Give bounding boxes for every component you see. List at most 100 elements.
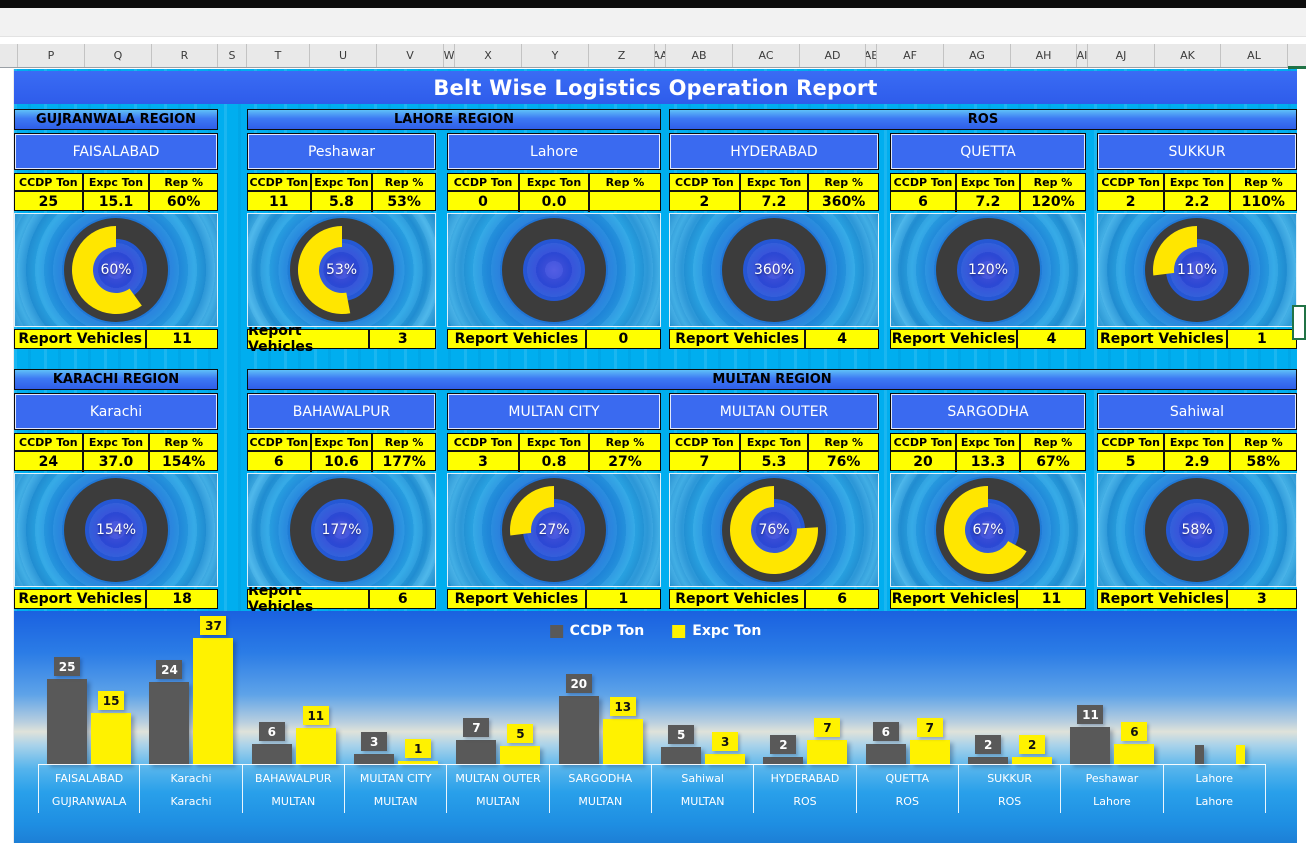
rep-value[interactable]: 60% — [166, 194, 201, 210]
ccdp-value[interactable]: 6 — [248, 452, 312, 472]
ccdp-value[interactable]: 24 — [15, 452, 84, 472]
ccdp-value[interactable]: 7 — [670, 452, 741, 472]
expc-value[interactable]: 10.6 — [312, 452, 374, 472]
column-header-AA[interactable]: AA — [655, 44, 666, 67]
gray-bar[interactable] — [251, 744, 292, 764]
donut-gauge[interactable]: 27% — [447, 473, 661, 587]
expc-value[interactable]: 13.3 — [957, 452, 1021, 472]
column-header-AK[interactable]: AK — [1155, 44, 1221, 67]
rep-value[interactable]: 53% — [387, 194, 421, 210]
ccdp-value[interactable]: 25 — [15, 192, 84, 212]
ccdp-value[interactable]: 5 — [1098, 452, 1166, 472]
yellow-bar[interactable] — [602, 719, 643, 764]
expc-value[interactable]: 2.9 — [1165, 452, 1231, 472]
yellow-bar[interactable] — [909, 740, 950, 764]
report-vehicles-value[interactable]: 11 — [172, 331, 192, 347]
ccdp-value[interactable]: 3 — [448, 452, 521, 472]
expc-value[interactable]: 5.8 — [312, 192, 374, 212]
rep-value[interactable]: 154% — [162, 454, 206, 470]
ccdp-value[interactable]: 20 — [891, 452, 957, 472]
yellow-bar[interactable] — [193, 638, 234, 764]
donut-gauge[interactable]: 360% — [669, 213, 879, 327]
donut-gauge[interactable]: 60% — [14, 213, 218, 327]
yellow-bar[interactable] — [1012, 757, 1053, 764]
ccdp-value[interactable]: 2 — [670, 192, 741, 212]
column-header-R[interactable]: R — [152, 44, 218, 67]
column-header-AE[interactable]: AE — [866, 44, 877, 67]
column-header-AF[interactable]: AF — [877, 44, 944, 67]
expc-value[interactable]: 7.2 — [741, 192, 810, 212]
gray-bar[interactable] — [47, 679, 88, 764]
bar-chart[interactable]: CCDP Ton Expc Ton 25 15 24 37 6 11 3 1 7 5 20 13 5 3 2… — [14, 611, 1297, 843]
column-header-U[interactable]: U — [310, 44, 377, 67]
report-vehicles-value[interactable]: 3 — [1256, 591, 1267, 607]
donut-gauge[interactable]: 154% — [14, 473, 218, 587]
gray-bar[interactable] — [865, 744, 906, 764]
gray-bar[interactable] — [1194, 745, 1204, 764]
report-vehicles-value[interactable]: 3 — [397, 331, 408, 347]
yellow-bar[interactable] — [295, 728, 336, 764]
report-vehicles-value[interactable]: 11 — [1041, 591, 1062, 607]
rep-value[interactable]: 27% — [608, 454, 642, 470]
column-header-AL[interactable]: AL — [1221, 44, 1288, 67]
donut-gauge[interactable] — [447, 213, 661, 327]
report-vehicles-value[interactable]: 4 — [837, 331, 847, 347]
rep-value[interactable] — [590, 192, 660, 212]
column-header-S[interactable]: S — [218, 44, 247, 67]
yellow-bar[interactable] — [807, 740, 848, 764]
yellow-bar[interactable] — [1114, 744, 1155, 764]
expc-value[interactable]: 7.2 — [957, 192, 1021, 212]
donut-gauge[interactable]: 177% — [247, 473, 436, 587]
gray-bar[interactable] — [968, 757, 1009, 764]
column-header-AC[interactable]: AC — [733, 44, 800, 67]
column-header-Q[interactable]: Q — [85, 44, 152, 67]
gray-bar[interactable] — [456, 740, 497, 764]
rep-value[interactable]: 58% — [1246, 454, 1281, 470]
report-vehicles-value[interactable]: 6 — [397, 591, 408, 607]
yellow-bar[interactable] — [398, 761, 439, 764]
column-header-AD[interactable]: AD — [800, 44, 866, 67]
gray-bar[interactable] — [149, 682, 190, 764]
expc-value[interactable]: 15.1 — [84, 192, 151, 212]
rep-value[interactable]: 110% — [1241, 194, 1285, 210]
column-header-W[interactable]: W — [444, 44, 455, 67]
donut-gauge[interactable]: 67% — [890, 473, 1086, 587]
report-vehicles-value[interactable]: 0 — [618, 331, 629, 347]
donut-gauge[interactable]: 120% — [890, 213, 1086, 327]
yellow-bar[interactable] — [91, 713, 132, 764]
gray-bar[interactable] — [354, 754, 395, 764]
expc-value[interactable]: 0.0 — [520, 192, 591, 212]
gray-bar[interactable] — [763, 757, 804, 764]
yellow-bar[interactable] — [500, 746, 541, 764]
column-header-X[interactable]: X — [455, 44, 522, 67]
ccdp-value[interactable]: 11 — [248, 192, 312, 212]
donut-gauge[interactable]: 58% — [1097, 473, 1297, 587]
donut-gauge[interactable]: 53% — [247, 213, 436, 327]
report-vehicles-value[interactable]: 18 — [172, 591, 192, 607]
expc-value[interactable]: 5.3 — [741, 452, 810, 472]
donut-gauge[interactable]: 76% — [669, 473, 879, 587]
column-header-V[interactable]: V — [377, 44, 444, 67]
select-all-corner[interactable] — [0, 44, 18, 67]
rep-value[interactable]: 177% — [382, 454, 426, 470]
column-header-P[interactable]: P — [18, 44, 85, 67]
gray-bar[interactable] — [661, 747, 702, 764]
column-header-AH[interactable]: AH — [1011, 44, 1077, 67]
column-header-AG[interactable]: AG — [944, 44, 1011, 67]
rep-value[interactable]: 120% — [1031, 194, 1075, 210]
column-header-Z[interactable]: Z — [589, 44, 655, 67]
gray-bar[interactable] — [558, 696, 599, 764]
ccdp-value[interactable]: 6 — [891, 192, 957, 212]
expc-value[interactable]: 37.0 — [84, 452, 151, 472]
report-vehicles-value[interactable]: 1 — [1256, 331, 1267, 347]
rep-value[interactable]: 67% — [1036, 454, 1070, 470]
rep-value[interactable]: 76% — [826, 454, 861, 470]
report-vehicles-value[interactable]: 6 — [837, 591, 847, 607]
report-vehicles-value[interactable]: 1 — [618, 591, 629, 607]
yellow-bar[interactable] — [1235, 745, 1245, 764]
ccdp-value[interactable]: 0 — [448, 192, 521, 212]
yellow-bar[interactable] — [705, 754, 746, 764]
expc-value[interactable]: 0.8 — [520, 452, 591, 472]
column-header-AB[interactable]: AB — [666, 44, 733, 67]
column-header-Y[interactable]: Y — [522, 44, 589, 67]
